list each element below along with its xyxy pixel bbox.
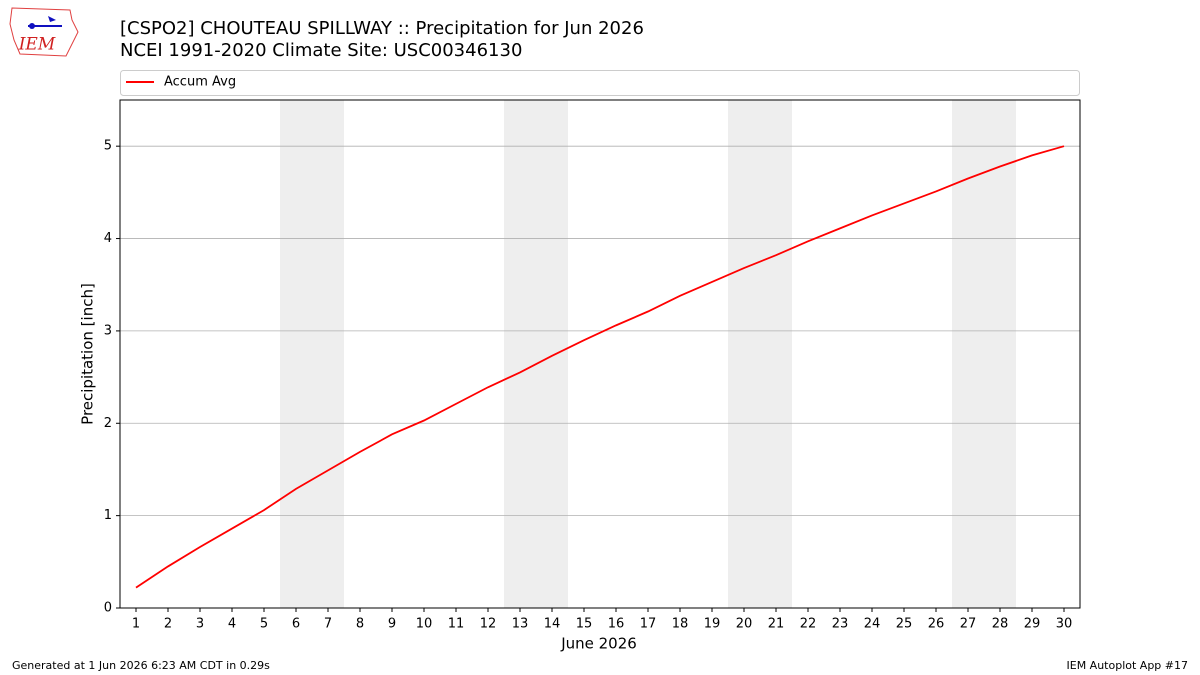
x-tick-label: 21 xyxy=(768,617,785,632)
x-axis-label: June 2026 xyxy=(560,635,637,653)
x-tick-label: 10 xyxy=(416,617,433,632)
x-tick-label: 7 xyxy=(324,617,332,632)
x-tick-label: 19 xyxy=(704,617,721,632)
weekend-shading xyxy=(280,100,344,608)
x-tick-label: 27 xyxy=(960,617,977,632)
line xyxy=(135,145,1065,589)
x-tick-label: 11 xyxy=(448,617,465,632)
footer-left: Generated at 1 Jun 2026 6:23 AM CDT in 0… xyxy=(12,659,270,672)
x-tick-label: 28 xyxy=(992,617,1009,632)
x-tick-label: 15 xyxy=(576,617,593,632)
x-tick-label: 22 xyxy=(800,617,817,632)
x-tick-label: 29 xyxy=(1024,617,1041,632)
x-tick-label: 5 xyxy=(260,617,268,632)
x-tick-label: 17 xyxy=(640,617,657,632)
weekend-shading xyxy=(504,100,568,608)
x-tick-label: 26 xyxy=(928,617,945,632)
x-tick-label: 18 xyxy=(672,617,689,632)
x-tick-label: 3 xyxy=(196,617,204,632)
x-tick-label: 8 xyxy=(356,617,364,632)
y-axis-label: Precipitation [inch] xyxy=(79,283,97,425)
weekend-shading xyxy=(952,100,1016,608)
y-tick-label: 2 xyxy=(104,416,112,431)
footer-right: IEM Autoplot App #17 xyxy=(1067,659,1189,672)
x-tick-label: 6 xyxy=(292,617,300,632)
plot-frame xyxy=(119,99,1081,609)
y-tick-label: 3 xyxy=(104,323,112,338)
x-tick-label: 2 xyxy=(164,617,172,632)
weekend-shading xyxy=(728,100,792,608)
x-tick-label: 24 xyxy=(864,617,881,632)
x-tick-label: 23 xyxy=(832,617,849,632)
x-tick-label: 1 xyxy=(132,617,140,632)
x-tick-label: 14 xyxy=(544,617,561,632)
y-tick-label: 1 xyxy=(104,508,112,523)
x-tick-label: 25 xyxy=(896,617,913,632)
logo-text: IEM xyxy=(18,35,56,55)
chart-title: [CSPO2] CHOUTEAU SPILLWAY :: Precipitati… xyxy=(120,18,644,39)
legend-box xyxy=(120,70,1080,96)
x-tick-label: 13 xyxy=(512,617,529,632)
y-tick-label: 4 xyxy=(104,231,112,246)
x-tick-label: 20 xyxy=(736,617,753,632)
y-tick-label: 5 xyxy=(104,139,112,154)
x-tick-label: 4 xyxy=(228,617,236,632)
legend-label: Accum Avg xyxy=(164,75,236,90)
x-tick-label: 16 xyxy=(608,617,625,632)
x-tick-label: 30 xyxy=(1056,617,1073,632)
x-tick-label: 9 xyxy=(388,617,396,632)
x-tick-label: 12 xyxy=(480,617,497,632)
y-tick-label: 0 xyxy=(104,601,112,616)
logo: IEM xyxy=(9,7,79,57)
chart-subtitle: NCEI 1991-2020 Climate Site: USC00346130 xyxy=(120,40,522,61)
